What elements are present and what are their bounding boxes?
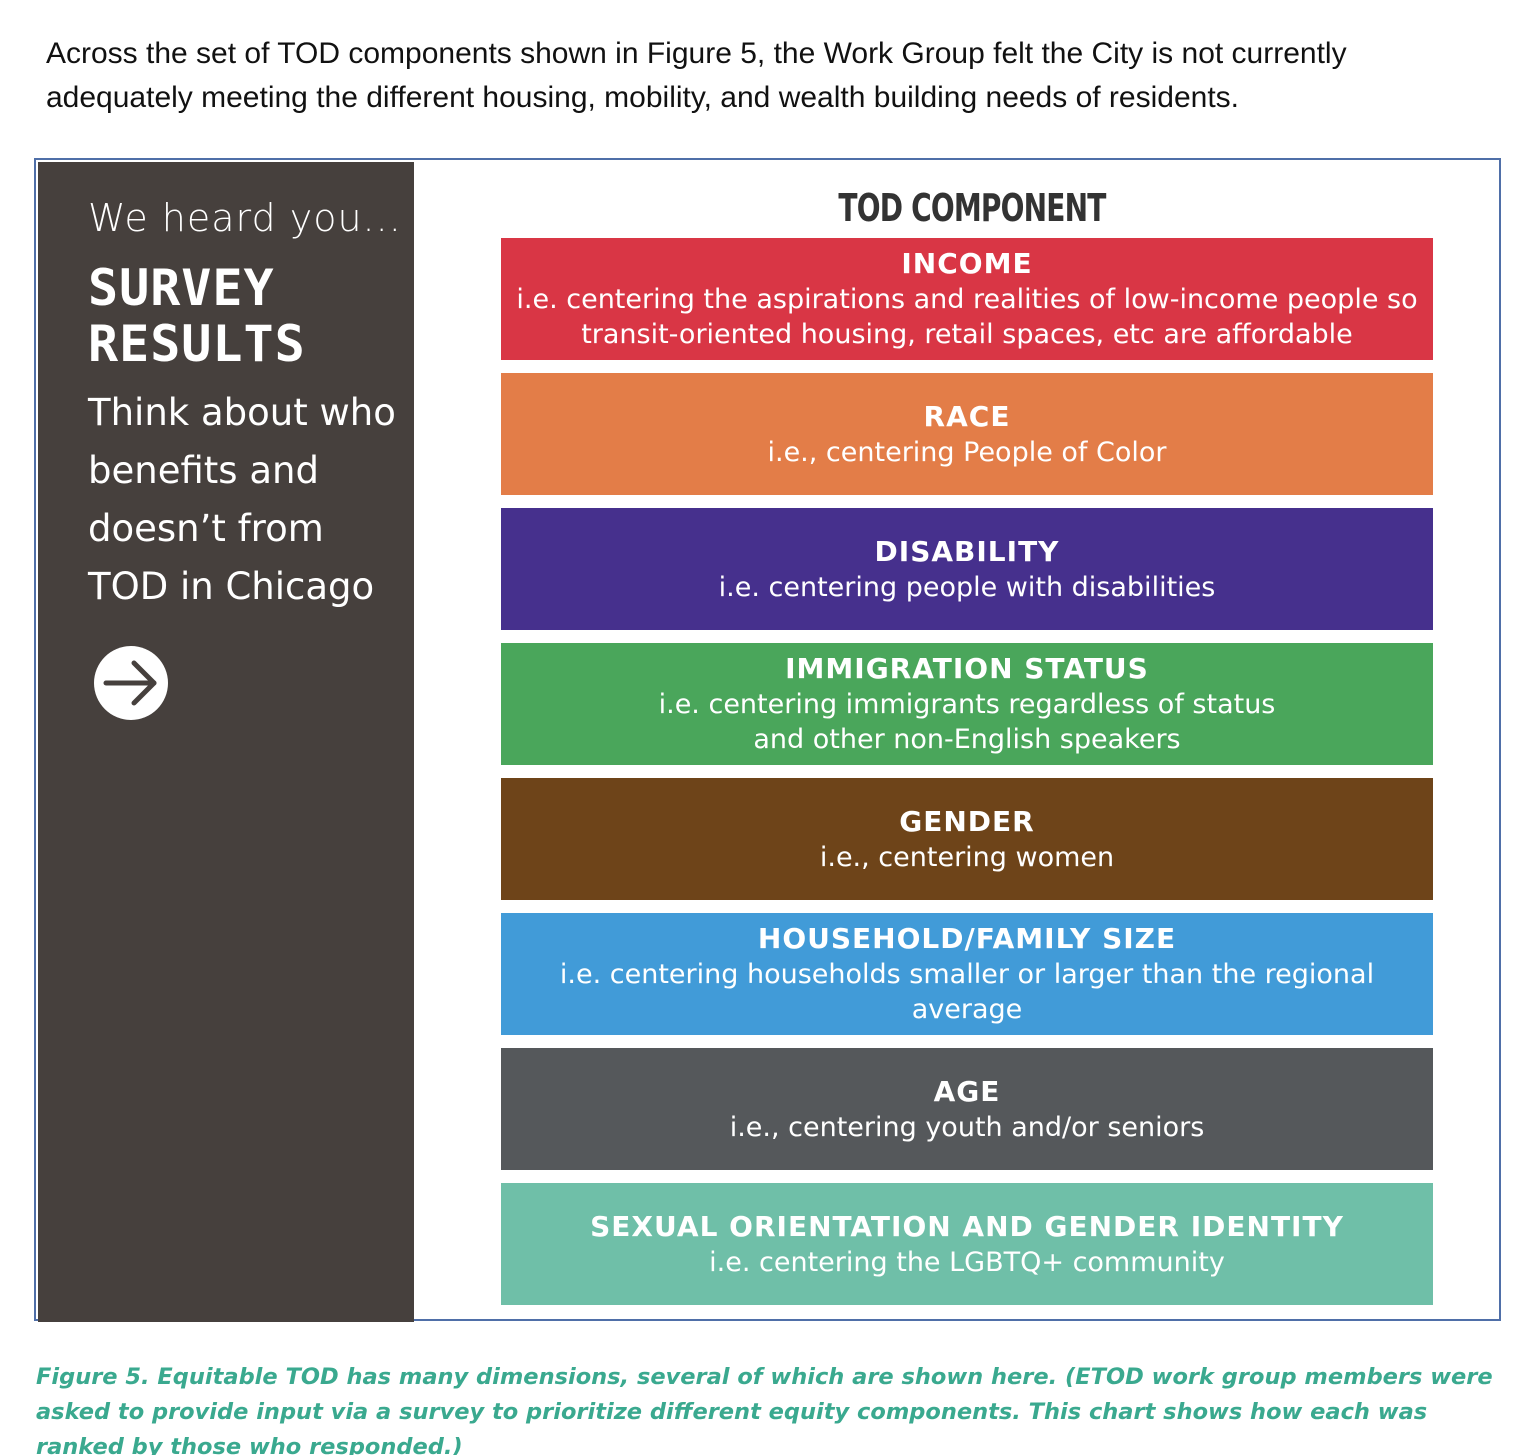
component-description: i.e. centering the LGBTQ+ community <box>709 1246 1225 1278</box>
component-bar-race: RACE i.e., centering People of Color <box>501 373 1433 495</box>
component-bar-household-family-size: HOUSEHOLD/FAMILY SIZE i.e. centering hous… <box>501 913 1433 1035</box>
arrow-right-circle-icon[interactable] <box>94 646 168 720</box>
component-name: HOUSEHOLD/FAMILY SIZE <box>757 922 1177 955</box>
component-description: i.e. centering households smaller or lar… <box>559 959 1375 1025</box>
component-name: INCOME <box>901 247 1033 280</box>
component-bar-immigration-status: IMMIGRATION STATUS i.e. centering immigra… <box>501 643 1433 765</box>
component-name: GENDER <box>899 804 1035 838</box>
think-about-text: Think about who benefits and doesn’t fro… <box>88 391 396 608</box>
component-name: DISABILITY <box>874 534 1060 568</box>
survey-panel: We heard you... SURVEY RESULTS Think abo… <box>38 162 414 1322</box>
intro-paragraph: Across the set of TOD components shown i… <box>46 37 1347 114</box>
component-name: IMMIGRATION STATUS <box>785 652 1149 685</box>
component-bar-age: AGE i.e., centering youth and/or seniors <box>501 1048 1433 1170</box>
component-bar-sexual-orientation-and-gender-identity: SEXUAL ORIENTATION AND GENDER IDENTITY i.… <box>501 1183 1433 1305</box>
component-bar-income: INCOME i.e. centering the aspirations and… <box>501 238 1433 360</box>
component-bar-disability: DISABILITY i.e. centering people with dis… <box>501 508 1433 630</box>
component-name: SEXUAL ORIENTATION AND GENDER IDENTITY <box>590 1209 1344 1243</box>
component-description: i.e. centering the aspirations and reali… <box>516 284 1418 350</box>
survey-heading-line-1: SURVEY <box>88 259 275 317</box>
component-description: i.e., centering People of Color <box>767 436 1167 468</box>
component-description: i.e., centering youth and/or seniors <box>729 1111 1205 1143</box>
component-name: RACE <box>923 399 1011 433</box>
tod-component-title: TOD COMPONENT <box>838 186 1106 230</box>
figure-caption: Figure 5. Equitable TOD has many dimensi… <box>36 1364 1493 1455</box>
figure-5: We heard you... SURVEY RESULTS Think abo… <box>34 158 1501 1322</box>
component-description: i.e., centering women <box>819 841 1115 873</box>
we-heard-you-text: We heard you... <box>88 196 402 240</box>
component-name: AGE <box>933 1074 1001 1108</box>
survey-heading-line-2: RESULTS <box>88 315 306 373</box>
component-bar-gender: GENDER i.e., centering women <box>501 778 1433 900</box>
component-description: i.e. centering immigrants regardless of … <box>658 689 1276 755</box>
component-description: i.e. centering people with disabilities <box>718 571 1216 603</box>
survey-results-heading: SURVEY RESULTS <box>88 260 306 372</box>
